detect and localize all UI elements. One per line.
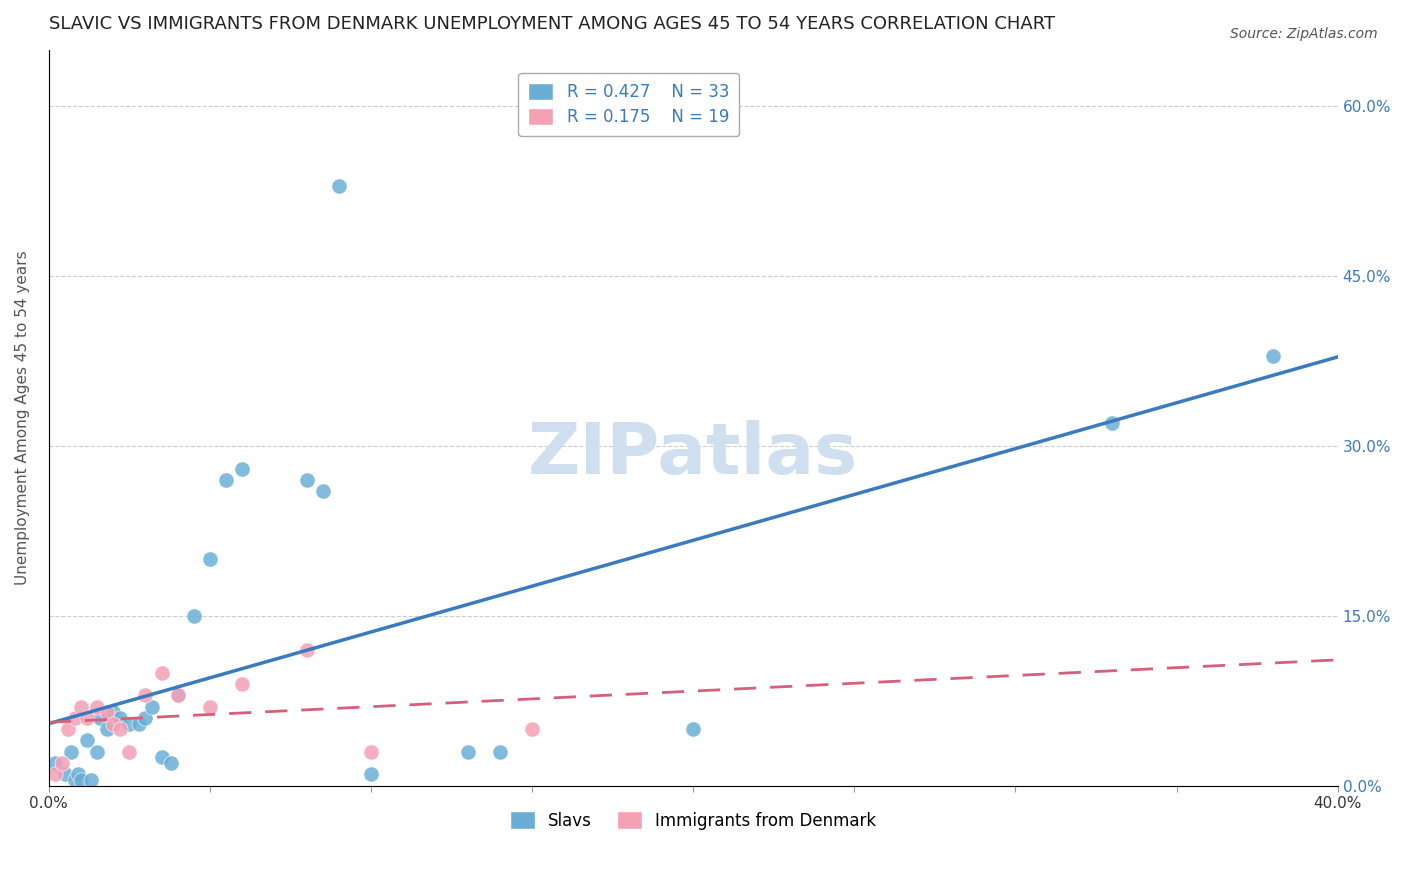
Slavs: [128, 716, 150, 731]
Slavs: [166, 688, 188, 702]
Immigrants from Denmark: [103, 716, 125, 731]
Immigrants from Denmark: [360, 745, 382, 759]
Slavs: [89, 711, 111, 725]
Slavs: [76, 733, 98, 747]
Slavs: [215, 473, 238, 487]
Slavs: [682, 722, 704, 736]
Immigrants from Denmark: [70, 699, 93, 714]
Immigrants from Denmark: [118, 745, 141, 759]
Slavs: [118, 716, 141, 731]
Slavs: [79, 773, 101, 788]
Slavs: [66, 767, 89, 781]
Slavs: [295, 473, 318, 487]
Text: SLAVIC VS IMMIGRANTS FROM DENMARK UNEMPLOYMENT AMONG AGES 45 TO 54 YEARS CORRELA: SLAVIC VS IMMIGRANTS FROM DENMARK UNEMPL…: [49, 15, 1054, 33]
Immigrants from Denmark: [134, 688, 156, 702]
Slavs: [1263, 349, 1285, 363]
Text: Source: ZipAtlas.com: Source: ZipAtlas.com: [1230, 27, 1378, 41]
Slavs: [183, 609, 205, 624]
Slavs: [70, 773, 93, 788]
Slavs: [231, 462, 253, 476]
Slavs: [160, 756, 183, 771]
Immigrants from Denmark: [56, 722, 79, 736]
Legend: Slavs, Immigrants from Denmark: Slavs, Immigrants from Denmark: [503, 805, 883, 837]
Slavs: [134, 711, 156, 725]
Text: ZIPatlas: ZIPatlas: [529, 420, 858, 489]
Slavs: [108, 711, 131, 725]
Immigrants from Denmark: [231, 677, 253, 691]
Immigrants from Denmark: [295, 643, 318, 657]
Slavs: [1101, 417, 1123, 431]
Immigrants from Denmark: [520, 722, 543, 736]
Slavs: [457, 745, 479, 759]
Slavs: [60, 745, 83, 759]
Immigrants from Denmark: [150, 665, 173, 680]
Slavs: [328, 178, 350, 193]
Slavs: [96, 722, 118, 736]
Slavs: [103, 705, 125, 719]
Immigrants from Denmark: [108, 722, 131, 736]
Immigrants from Denmark: [96, 705, 118, 719]
Immigrants from Denmark: [76, 711, 98, 725]
Immigrants from Denmark: [63, 711, 86, 725]
Immigrants from Denmark: [198, 699, 221, 714]
Immigrants from Denmark: [86, 699, 108, 714]
Slavs: [311, 484, 333, 499]
Y-axis label: Unemployment Among Ages 45 to 54 years: Unemployment Among Ages 45 to 54 years: [15, 251, 30, 585]
Immigrants from Denmark: [51, 756, 73, 771]
Slavs: [489, 745, 512, 759]
Slavs: [53, 767, 76, 781]
Immigrants from Denmark: [166, 688, 188, 702]
Slavs: [63, 773, 86, 788]
Slavs: [44, 756, 66, 771]
Immigrants from Denmark: [44, 767, 66, 781]
Slavs: [360, 767, 382, 781]
Slavs: [198, 552, 221, 566]
Slavs: [150, 750, 173, 764]
Slavs: [141, 699, 163, 714]
Slavs: [86, 745, 108, 759]
